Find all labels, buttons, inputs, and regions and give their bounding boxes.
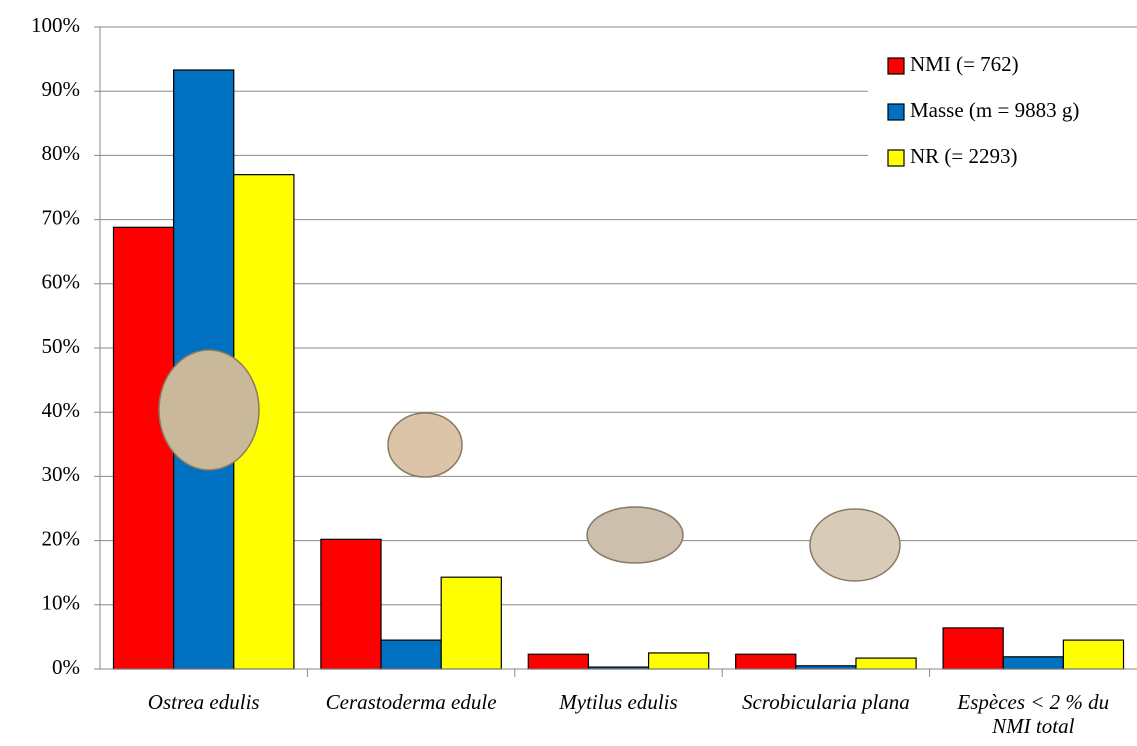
legend-background bbox=[868, 42, 1137, 182]
shell-image bbox=[586, 506, 684, 564]
legend-label: Masse (m = 9883 g) bbox=[910, 98, 1079, 122]
bar bbox=[1062, 639, 1125, 670]
legend-label: NR (= 2293) bbox=[910, 144, 1018, 168]
y-tick-label: 20% bbox=[42, 526, 81, 550]
legend-swatch bbox=[887, 149, 905, 167]
legend-swatch bbox=[887, 103, 905, 121]
bar bbox=[320, 538, 382, 670]
bar bbox=[942, 627, 1004, 670]
bar bbox=[1002, 656, 1064, 670]
x-tick-label: Cerastoderma edule bbox=[325, 690, 497, 714]
bar bbox=[527, 653, 590, 670]
legend-label: NMI (= 762) bbox=[910, 52, 1019, 76]
x-tick-label: Mytilus edulis bbox=[559, 690, 678, 714]
bar bbox=[380, 639, 442, 670]
y-tick-label: 40% bbox=[42, 398, 81, 422]
y-tick-label: 80% bbox=[42, 141, 81, 165]
y-tick-label: 10% bbox=[42, 591, 81, 615]
bar bbox=[112, 226, 175, 670]
legend: NMI (= 762) Masse (m = 9883 g) NR (= 2293) bbox=[868, 42, 1137, 182]
bar bbox=[440, 576, 502, 670]
y-tick-label: 100% bbox=[31, 13, 80, 37]
x-tick-label: Scrobicularia plana bbox=[741, 690, 910, 714]
shell-image bbox=[387, 412, 463, 478]
y-tick-label: 90% bbox=[42, 77, 81, 101]
bar bbox=[735, 653, 797, 670]
bar bbox=[855, 657, 917, 670]
y-tick-label: 60% bbox=[42, 270, 81, 294]
y-tick-label: 50% bbox=[42, 334, 81, 358]
shell-image bbox=[809, 508, 901, 582]
shell-image bbox=[158, 349, 260, 471]
bar bbox=[647, 652, 710, 670]
x-tick-label: Espèces < 2 % du NMI total bbox=[957, 690, 1110, 738]
x-tick-label: Ostrea edulis bbox=[147, 690, 260, 714]
legend-swatch bbox=[887, 57, 905, 75]
y-tick-label: 70% bbox=[42, 205, 81, 229]
y-tick-label: 0% bbox=[52, 655, 80, 679]
y-tick-label: 30% bbox=[42, 462, 81, 486]
